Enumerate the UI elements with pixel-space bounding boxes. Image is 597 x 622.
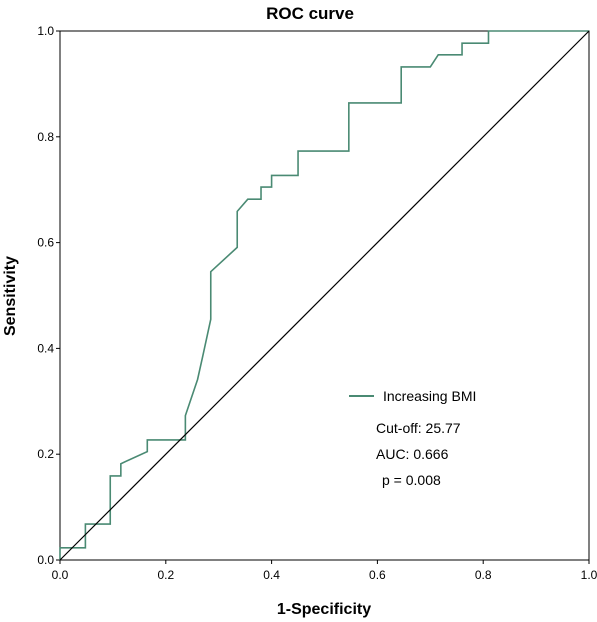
x-tick-label: 0.2 [157, 568, 174, 582]
y-tick-label: 0.8 [37, 130, 54, 144]
legend-label: Increasing BMI [383, 388, 476, 404]
y-tick-label: 0.6 [37, 236, 54, 250]
reference-diagonal-line [59, 30, 590, 561]
y-axis-label: Sensitivity [2, 256, 19, 336]
annotation-p-value: p = 0.008 [382, 472, 441, 488]
plot-frame [59, 30, 590, 561]
y-tick-label: 0.0 [37, 553, 54, 567]
series-layer [59, 30, 590, 561]
x-tick-label: 0.6 [369, 568, 386, 582]
y-tick-label: 0.4 [37, 341, 54, 355]
annotation-cutoff: Cut-off: 25.77 [376, 420, 461, 436]
annotation-auc: AUC: 0.666 [376, 446, 449, 462]
chart-title: ROC curve [266, 4, 354, 23]
ticks-layer: 0.00.0 0.2 0.2 0.4 0.4 0.6 0.6 0.8 0.8 1.0 1.0 [37, 24, 597, 582]
y-tick-label: 1.0 [37, 24, 54, 38]
axes-layer [59, 30, 590, 561]
x-tick-label: 0.0 [52, 568, 69, 582]
x-axis-label: 1-Specificity [277, 601, 371, 618]
y-tick-label: 0.2 [37, 447, 54, 461]
roc-curve-line [59, 30, 589, 560]
x-tick-label: 1.0 [581, 568, 597, 582]
x-tick-label: 0.8 [475, 568, 492, 582]
x-tick-label: 0.4 [263, 568, 280, 582]
